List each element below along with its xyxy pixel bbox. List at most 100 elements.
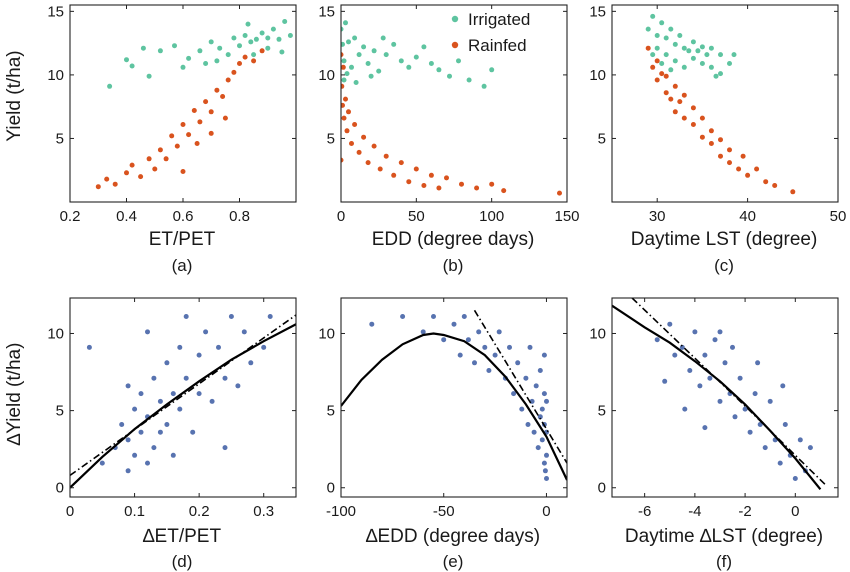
point-rainfed [790, 189, 796, 195]
x-tick-label-b: 150 [554, 208, 579, 225]
point-rainfed [346, 109, 351, 115]
fit-line-e [473, 309, 567, 464]
point-irrigated [253, 36, 259, 42]
point-rainfed [654, 58, 660, 64]
point-irrigated [217, 45, 223, 51]
point-rainfed [668, 96, 674, 102]
point-irrigated [718, 52, 723, 58]
point-diff [125, 468, 131, 474]
point-rainfed [341, 64, 346, 70]
point-irrigated [248, 39, 254, 45]
point-diff [132, 406, 138, 412]
x-tick-label-f: -6 [638, 503, 651, 520]
point-diff [457, 352, 463, 358]
point-irrigated [406, 64, 412, 70]
point-diff [86, 344, 92, 350]
point-diff [654, 337, 660, 343]
point-rainfed [180, 169, 186, 174]
point-diff [762, 445, 768, 451]
x-tick-label-a: 0.2 [60, 208, 81, 225]
point-diff [541, 352, 547, 358]
point-irrigated [344, 71, 350, 77]
point-rainfed [225, 77, 231, 83]
point-rainfed [727, 160, 732, 166]
legend-marker-rainfed [451, 41, 459, 49]
x-tick-label-e: 0 [542, 503, 550, 520]
point-rainfed [708, 141, 714, 146]
point-rainfed [152, 166, 158, 172]
y-tick-label-c: 15 [589, 3, 606, 20]
point-diff [492, 352, 498, 358]
point-irrigated [727, 61, 732, 66]
point-irrigated [356, 52, 362, 58]
point-diff [476, 329, 482, 335]
point-irrigated [668, 67, 674, 73]
point-irrigated [172, 43, 177, 49]
point-diff [544, 476, 549, 481]
point-diff [248, 360, 254, 366]
point-rainfed [180, 122, 186, 127]
point-diff [431, 314, 436, 319]
points-b [341, 20, 562, 196]
panel-label-f: (f) [716, 552, 732, 571]
point-rainfed [344, 128, 350, 134]
points-a [95, 19, 293, 190]
point-rainfed [474, 185, 480, 191]
x-axis-label-a: ET/PET [149, 229, 216, 250]
point-diff [203, 329, 209, 335]
point-irrigated [699, 61, 705, 66]
point-rainfed [383, 153, 389, 159]
point-rainfed [406, 179, 412, 185]
point-diff [177, 406, 183, 412]
x-tick-label-f: -4 [688, 503, 701, 520]
y-tick-label-d: 5 [56, 403, 64, 420]
x-axis-label-d: ∆ET/PET [143, 526, 222, 547]
point-rainfed [763, 179, 769, 185]
point-irrigated [654, 45, 660, 51]
point-diff [717, 398, 723, 404]
legend: Irrigated Rainfed [451, 10, 530, 55]
point-irrigated [421, 44, 427, 50]
point-diff [702, 425, 708, 431]
point-diff [542, 468, 548, 474]
point-diff [507, 344, 512, 350]
x-tick-label-b: 100 [479, 208, 504, 225]
points-f [654, 321, 813, 481]
point-diff [157, 429, 163, 435]
point-diff [420, 329, 426, 335]
point-diff [125, 383, 131, 389]
point-rainfed [157, 147, 163, 153]
point-rainfed [745, 172, 751, 178]
point-rainfed [341, 157, 344, 163]
x-tick-label-f: 0 [791, 503, 799, 520]
point-rainfed [129, 162, 135, 168]
y-tick-label-a: 5 [56, 130, 64, 147]
point-rainfed [690, 122, 696, 127]
point-rainfed [237, 61, 242, 66]
point-rainfed [413, 166, 419, 172]
fit-line-d [70, 314, 296, 477]
plot-frame-d [69, 297, 297, 498]
x-axis-label-c: Daytime LST (degree) [631, 229, 818, 250]
x-tick-label-c: 30 [649, 208, 666, 225]
point-irrigated [695, 48, 701, 54]
point-irrigated [276, 36, 282, 42]
point-diff [515, 360, 521, 366]
panel-label-d: (d) [172, 552, 193, 571]
point-irrigated [654, 33, 660, 38]
panel-label-a: (a) [172, 256, 193, 275]
y-tick-label-b: 5 [327, 130, 335, 147]
point-diff [544, 452, 549, 458]
point-irrigated [352, 35, 358, 41]
point-diff [702, 352, 708, 358]
points-c [645, 13, 796, 195]
point-diff [138, 429, 144, 435]
plot-frame-e [340, 297, 568, 498]
point-irrigated [365, 61, 371, 66]
point-diff [797, 437, 803, 443]
point-rainfed [708, 128, 714, 134]
point-diff [209, 398, 215, 404]
fit-line-f [631, 298, 826, 486]
y-tick-label-e: 5 [327, 403, 335, 420]
point-rainfed [428, 172, 434, 178]
